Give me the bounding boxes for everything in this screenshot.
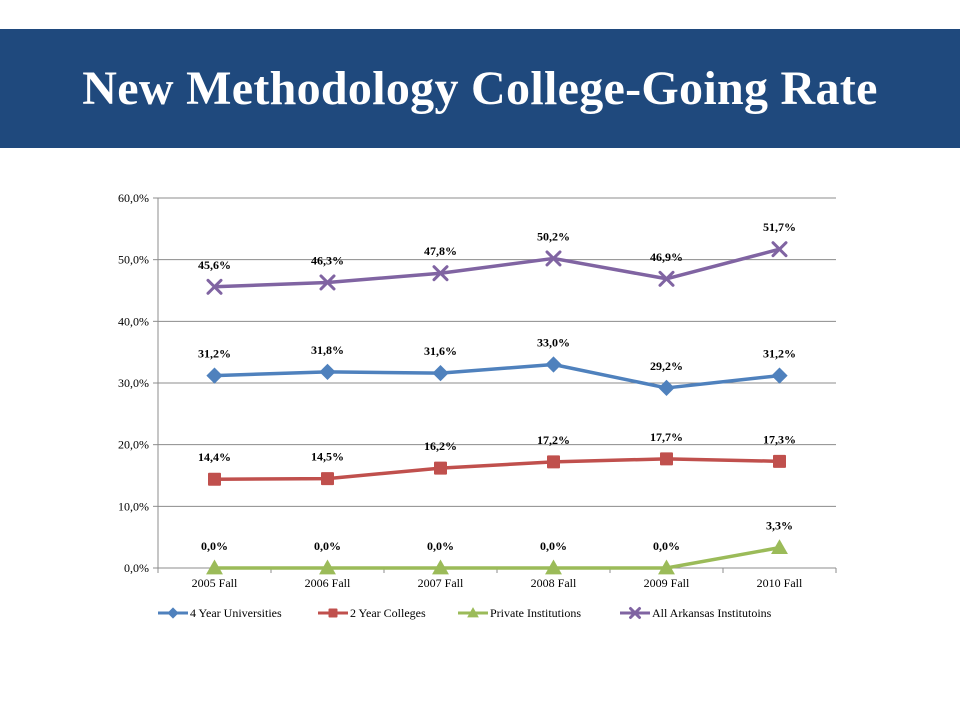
- data-label: 46,3%: [311, 253, 344, 267]
- data-point: [545, 356, 562, 373]
- data-label: 31,2%: [763, 347, 796, 361]
- data-label: 47,8%: [424, 244, 457, 258]
- y-tick-label: 20,0%: [118, 438, 149, 452]
- data-label: 0,0%: [201, 539, 228, 553]
- x-tick-label: 2009 Fall: [644, 576, 690, 590]
- data-point: [547, 455, 560, 469]
- data-point: [658, 559, 675, 575]
- legend-entry: Private Institutions: [490, 606, 581, 620]
- data-point: [319, 274, 336, 291]
- data-label: 16,2%: [424, 439, 457, 453]
- x-tick-label: 2010 Fall: [757, 576, 803, 590]
- data-label: 17,2%: [537, 433, 570, 447]
- x-tick-label: 2007 Fall: [418, 576, 464, 590]
- legend-marker: [629, 607, 641, 619]
- data-label: 31,8%: [311, 343, 344, 357]
- data-label: 3,3%: [766, 519, 793, 533]
- legend-entry: 4 Year Universities: [190, 606, 282, 620]
- data-label: 17,3%: [763, 432, 796, 446]
- legend-entry: All Arkansas Institutoins: [652, 606, 772, 620]
- data-point: [545, 250, 562, 267]
- y-tick-label: 30,0%: [118, 376, 149, 390]
- legend-entry: 2 Year Colleges: [350, 606, 426, 620]
- data-point: [321, 472, 334, 486]
- title-bar: New Methodology College-Going Rate: [0, 29, 960, 148]
- y-tick-label: 0,0%: [124, 561, 149, 575]
- data-label: 46,9%: [650, 250, 683, 264]
- series-line-2: [214, 457, 780, 481]
- data-point: [771, 241, 788, 258]
- series-line-4: [214, 247, 780, 289]
- data-label: 31,6%: [424, 344, 457, 358]
- data-label: 33,0%: [537, 336, 570, 350]
- series-line-1: [214, 362, 780, 390]
- data-point: [206, 559, 223, 575]
- data-point: [206, 367, 223, 384]
- data-point: [660, 452, 673, 466]
- data-label: 0,0%: [427, 539, 454, 553]
- data-label: 17,7%: [650, 430, 683, 444]
- data-label: 51,7%: [763, 220, 796, 234]
- data-label: 14,4%: [198, 450, 231, 464]
- data-point: [432, 365, 449, 382]
- y-tick-label: 60,0%: [118, 191, 149, 205]
- data-label: 45,6%: [198, 258, 231, 272]
- data-point: [319, 559, 336, 575]
- data-point: [434, 461, 447, 475]
- data-label: 50,2%: [537, 229, 570, 243]
- data-label: 0,0%: [314, 539, 341, 553]
- legend-marker: [467, 607, 479, 618]
- y-tick-label: 10,0%: [118, 499, 149, 513]
- legend-marker: [167, 607, 179, 619]
- slide-title: New Methodology College-Going Rate: [82, 62, 878, 115]
- y-tick-label: 40,0%: [118, 314, 149, 328]
- data-point: [771, 539, 788, 554]
- data-point: [208, 472, 221, 486]
- x-tick-label: 2005 Fall: [192, 576, 238, 590]
- data-point: [206, 278, 223, 295]
- data-point: [432, 559, 449, 575]
- data-point: [773, 454, 786, 468]
- series-line-3: [214, 545, 780, 570]
- data-label: 0,0%: [540, 539, 567, 553]
- data-label: 29,2%: [650, 359, 683, 373]
- legend-marker: [328, 608, 338, 618]
- data-point: [432, 265, 449, 282]
- data-point: [545, 559, 562, 575]
- x-tick-label: 2008 Fall: [531, 576, 577, 590]
- data-label: 0,0%: [653, 539, 680, 553]
- data-label: 31,2%: [198, 347, 231, 361]
- x-tick-label: 2006 Fall: [305, 576, 351, 590]
- data-point: [771, 367, 788, 384]
- data-point: [319, 363, 336, 381]
- data-label: 14,5%: [311, 450, 344, 464]
- data-point: [658, 270, 675, 287]
- data-point: [658, 379, 675, 397]
- y-tick-label: 50,0%: [118, 253, 149, 267]
